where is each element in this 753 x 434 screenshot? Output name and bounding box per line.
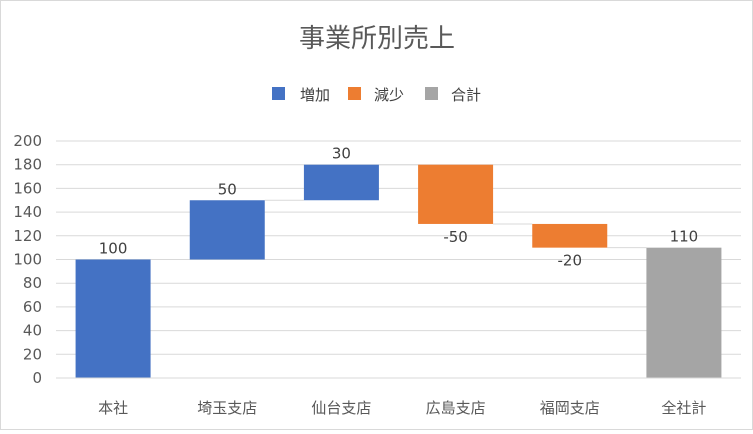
legend-label-1: 減少: [374, 86, 404, 104]
chart-title: 事業所別売上: [299, 24, 455, 54]
y-tick-label: 20: [23, 345, 42, 363]
legend: 増加 減少 合計: [272, 86, 481, 104]
data-label-3: -50: [443, 228, 468, 246]
bar-3: [418, 164, 494, 224]
legend-swatch-0: [272, 87, 285, 100]
bar-5: [646, 247, 722, 378]
legend-swatch-1: [348, 87, 361, 100]
category-label-4: 福岡支店: [540, 399, 600, 417]
connector-lines: [150, 164, 647, 260]
data-label-0: 100: [99, 240, 128, 258]
bar-2: [303, 164, 379, 201]
data-label-5: 110: [670, 228, 699, 246]
bar-0: [75, 259, 151, 378]
data-label-4: -20: [558, 252, 583, 270]
data-label-1: 50: [218, 180, 237, 198]
category-label-1: 埼玉支店: [197, 399, 257, 417]
data-labels: 100 50 30 -50 -20 110: [99, 145, 698, 270]
x-axis-categories: 本社 埼玉支店 仙台支店 広島支店 福岡支店 全社計: [98, 399, 706, 417]
y-tick-label: 100: [13, 251, 42, 269]
bars: [75, 164, 722, 378]
category-label-5: 全社計: [661, 399, 706, 417]
data-label-2: 30: [332, 145, 351, 163]
y-tick-label: 200: [13, 132, 42, 150]
bar-1: [189, 200, 265, 260]
legend-label-0: 増加: [300, 86, 330, 104]
y-tick-label: 60: [23, 298, 42, 316]
y-tick-label: 180: [13, 156, 42, 174]
y-tick-label: 140: [13, 203, 42, 221]
y-tick-label: 120: [13, 227, 42, 245]
y-tick-label: 160: [13, 179, 42, 197]
legend-label-2: 合計: [451, 86, 481, 104]
y-tick-label: 0: [32, 369, 42, 387]
legend-swatch-2: [425, 87, 438, 100]
bar-4: [532, 223, 608, 248]
y-tick-label: 40: [23, 322, 42, 340]
category-label-2: 仙台支店: [311, 399, 371, 417]
y-tick-label: 80: [23, 274, 42, 292]
category-label-3: 広島支店: [426, 399, 486, 417]
category-label-0: 本社: [98, 399, 128, 417]
y-axis-ticks: 0 20 40 60 80 100 120 140 160 180 200: [13, 132, 42, 387]
